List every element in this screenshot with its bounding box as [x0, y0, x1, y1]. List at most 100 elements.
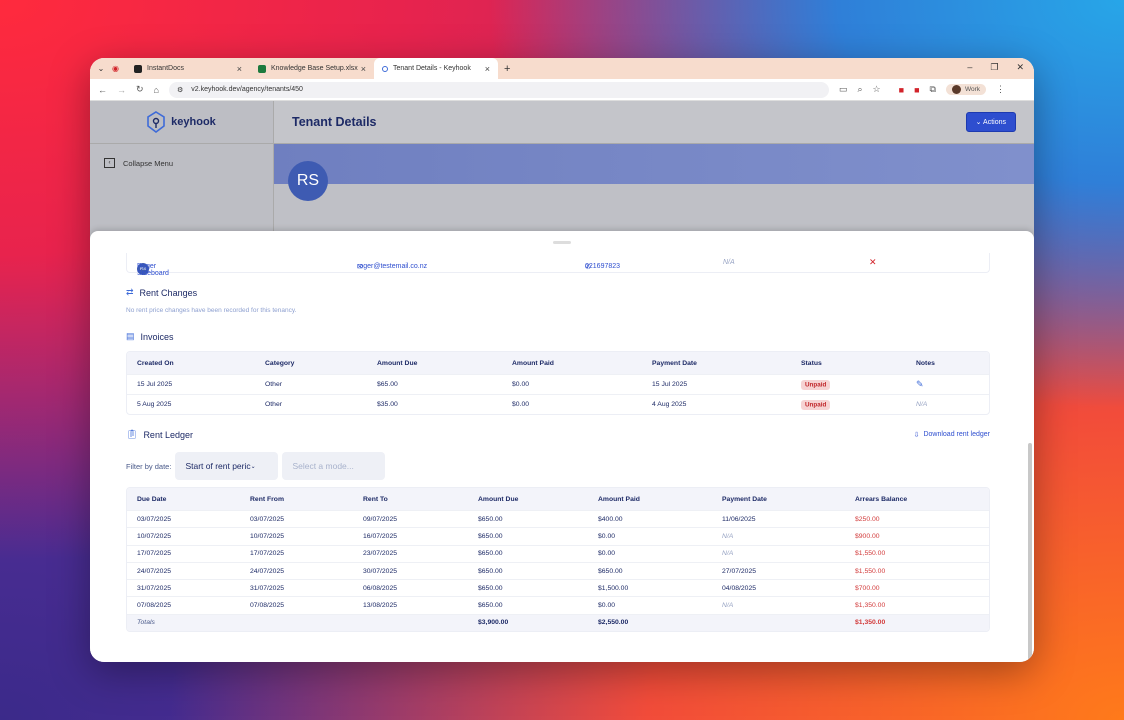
table-row[interactable]: 10/07/2025 10/07/2025 16/07/2025 $650.00 $0.… [127, 527, 989, 544]
scrollbar-thumb[interactable] [1028, 443, 1032, 662]
bookmark-star-icon[interactable]: ☆ [872, 84, 881, 94]
close-tab-icon[interactable]: × [360, 63, 366, 74]
minimize-icon[interactable]: – [967, 62, 973, 72]
keyhook-logo[interactable]: keyhook [90, 101, 273, 144]
col-header: Amount Paid [502, 352, 642, 374]
collapse-menu-button[interactable]: ‹ Collapse Menu [90, 144, 273, 182]
table-row[interactable]: 07/08/2025 07/08/2025 13/08/2025 $650.00 $0.… [127, 596, 989, 613]
cell: $650.00 [468, 510, 588, 527]
notes-icon[interactable]: ✎ [916, 379, 924, 389]
new-tab-icon[interactable]: + [504, 62, 511, 75]
cell: 10/07/2025 [240, 527, 353, 544]
cell: $1,500.00 [588, 579, 712, 596]
status-badge: Unpaid [801, 379, 831, 390]
col-header: Amount Paid [588, 488, 712, 510]
cell: 17/07/2025 [127, 544, 240, 562]
date-filter-select[interactable]: Start of rent peric ⌄ [175, 452, 279, 480]
cloud-download-icon: ⇩ [913, 431, 920, 439]
totals-row: Totals $3,900.00 $2,550.00 $1,350.00 [127, 613, 989, 632]
cell: $650.00 [468, 596, 588, 613]
restore-icon[interactable]: ❐ [990, 62, 999, 72]
rent-ledger-heading: 📋︎ Rent Ledger [126, 429, 193, 440]
cell: 03/07/2025 [240, 510, 353, 527]
cell: $35.00 [367, 394, 502, 414]
cell: $0.00 [588, 596, 712, 613]
table-row[interactable]: 15 Jul 2025 Other $65.00 $0.00 15 Jul 20… [127, 374, 989, 394]
profile-avatar [951, 85, 961, 94]
tab-search-icon[interactable]: ⌄ [97, 64, 105, 73]
totals-cell: $2,550.00 [588, 613, 712, 632]
invoices-title: Invoices [140, 331, 174, 342]
sheet-content: RS Roger Sideboard ✉ roger@testemail.co.n… [126, 253, 990, 633]
table-row[interactable]: 5 Aug 2025 Other $35.00 $0.00 4 Aug 2025… [127, 394, 989, 414]
totals-cell: $3,900.00 [468, 613, 588, 632]
cell: 30/07/2025 [353, 561, 468, 579]
tab-instantdocs[interactable]: InstantDocs × [126, 58, 250, 79]
col-header: Created On [127, 352, 255, 374]
cell: N/A [712, 527, 845, 544]
totals-cell: Totals [127, 613, 240, 632]
cast-icon[interactable]: ▭ [838, 84, 848, 94]
cell: 23/07/2025 [353, 544, 468, 562]
table-row[interactable]: 24/07/2025 24/07/2025 30/07/2025 $650.00 $65… [127, 561, 989, 579]
close-tab-icon[interactable]: × [484, 63, 490, 74]
menu-kebab-icon[interactable]: ⋮ [996, 84, 1005, 94]
cell: 10/07/2025 [127, 527, 240, 544]
cell: $650.00 [468, 561, 588, 579]
cell: $0.00 [588, 544, 712, 562]
extension-icon[interactable]: ■ [898, 84, 905, 95]
sheet-drag-handle[interactable] [553, 241, 571, 244]
table-row[interactable]: 31/07/2025 31/07/2025 06/08/2025 $650.00 $1,… [127, 579, 989, 596]
actions-button[interactable]: ⌄ Actions [965, 112, 1016, 132]
remove-tenant-icon[interactable]: ✕ [869, 257, 877, 267]
cell: 07/08/2025 [127, 596, 240, 613]
table-row[interactable]: 03/07/2025 03/07/2025 09/07/2025 $650.00 $40… [127, 510, 989, 527]
col-header: Amount Due [367, 352, 502, 374]
close-window-icon[interactable]: ✕ [1016, 62, 1024, 72]
zoom-icon[interactable]: ⌕ [857, 84, 863, 94]
extensions-puzzle-icon[interactable]: ⧉ [929, 84, 936, 94]
cell: $1,350.00 [845, 596, 989, 613]
tenant-name: Roger Sideboard [137, 262, 169, 277]
status-cell: Unpaid [791, 394, 906, 414]
rent-ledger-heading-row: 📋︎ Rent Ledger ⇩ Download rent ledger [126, 429, 990, 440]
cell: N/A [712, 544, 845, 562]
tab-knowledge-base[interactable]: Knowledge Base Setup.xlsx × [250, 58, 374, 79]
table-row[interactable]: 17/07/2025 17/07/2025 23/07/2025 $650.00 $0.… [127, 544, 989, 562]
back-icon[interactable]: ← [98, 84, 107, 95]
cell: 24/07/2025 [127, 561, 240, 579]
tab-label: Knowledge Base Setup.xlsx [271, 65, 358, 72]
tenant-phone: 021697823 [585, 262, 621, 270]
tab-tenant-details[interactable]: Tenant Details - Keyhook × [374, 58, 498, 79]
notes-cell: N/A [906, 394, 989, 414]
cell: $0.00 [502, 394, 642, 414]
excel-icon [258, 64, 266, 73]
cell: $65.00 [367, 374, 502, 394]
home-icon[interactable]: ⌂ [153, 84, 159, 95]
cell: $650.00 [468, 527, 588, 544]
scrollbar[interactable] [1026, 253, 1034, 662]
cell: $0.00 [588, 527, 712, 544]
cell: 17/07/2025 [240, 544, 353, 562]
rent-ledger-title: Rent Ledger [143, 429, 193, 440]
keyhook-logo-icon [147, 111, 165, 133]
close-tab-icon[interactable]: × [236, 63, 242, 74]
reload-icon[interactable]: ↻ [136, 84, 144, 94]
col-header: Status [791, 352, 906, 374]
profile-button[interactable]: Work [945, 84, 986, 95]
extension-icon[interactable]: ■ [914, 84, 920, 95]
notes-cell: ✎ [906, 374, 989, 394]
cell: $700.00 [845, 579, 989, 596]
rent-changes-heading: ⇄ Rent Changes [126, 287, 990, 298]
cell: $900.00 [845, 527, 989, 544]
site-info-icon[interactable]: ⚙ [176, 86, 184, 94]
download-ledger-link[interactable]: ⇩ Download rent ledger [914, 431, 990, 439]
url-field[interactable]: ⚙ v2.keyhook.dev/agency/tenants/450 [168, 81, 829, 98]
recording-icon[interactable]: ◉ [112, 64, 119, 73]
profile-banner [274, 144, 1034, 184]
cell: 15 Jul 2025 [127, 374, 255, 394]
forward-icon[interactable]: → [117, 84, 126, 95]
cell: 31/07/2025 [240, 579, 353, 596]
cell: $650.00 [468, 579, 588, 596]
mode-select[interactable]: Select a mode... [282, 452, 386, 480]
